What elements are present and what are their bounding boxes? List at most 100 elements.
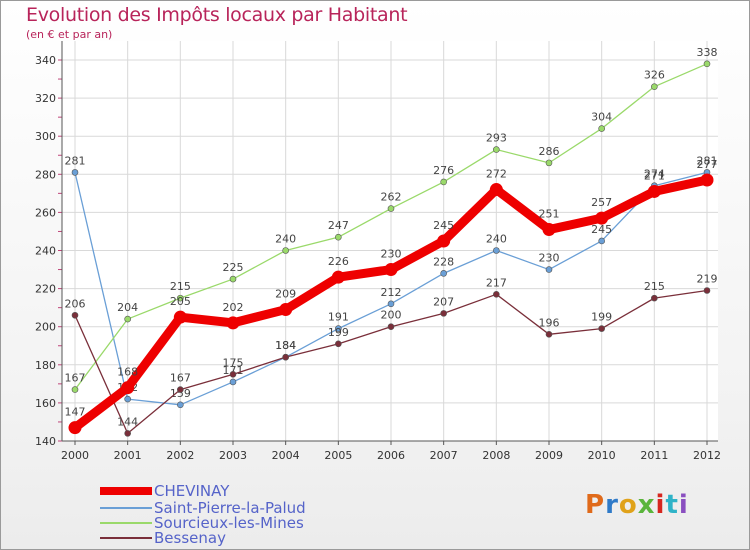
data-label-saint-pierre-la-palud: 159 <box>170 387 191 400</box>
data-point-sourcieux-les-mines <box>387 205 395 212</box>
data-point-bessenay <box>177 386 184 393</box>
x-tick-label: 2011 <box>640 449 668 462</box>
data-label-sourcieux-les-mines: 276 <box>433 164 454 177</box>
y-tick-label: 220 <box>35 283 56 296</box>
y-tick-label: 340 <box>35 54 56 67</box>
data-point-chevinay <box>121 381 135 395</box>
data-label-saint-pierre-la-palud: 184 <box>275 339 296 352</box>
data-label-sourcieux-les-mines: 304 <box>591 111 612 124</box>
data-label-chevinay: 205 <box>170 295 191 308</box>
legend-item-chevinay: CHEVINAY <box>100 483 360 499</box>
x-tick-label: 2000 <box>61 449 89 462</box>
data-point-bessenay <box>124 430 131 437</box>
data-point-sourcieux-les-mines <box>335 233 342 241</box>
data-label-chevinay: 226 <box>328 255 349 268</box>
data-point-chevinay <box>489 183 503 197</box>
data-point-sourcieux-les-mines <box>651 83 658 90</box>
data-point-sourcieux-les-mines <box>545 159 553 167</box>
data-label-saint-pierre-la-palud: 240 <box>486 233 507 246</box>
data-label-bessenay: 196 <box>539 316 560 329</box>
data-label-bessenay: 199 <box>328 326 349 339</box>
data-label-sourcieux-les-mines: 204 <box>117 301 138 314</box>
legend-item-sourcieux-les-mines: Sourcieux-les-Mines <box>100 515 360 531</box>
data-label-saint-pierre-la-palud: 274 <box>644 168 665 181</box>
data-point-saint-pierre-la-palud <box>440 270 447 277</box>
data-label-chevinay: 230 <box>381 248 402 261</box>
x-tick-label: 2003 <box>219 449 247 462</box>
data-point-chevinay <box>279 303 293 317</box>
data-point-sourcieux-les-mines <box>71 386 79 393</box>
data-label-chevinay: 245 <box>433 219 454 232</box>
y-tick-label: 200 <box>35 321 56 334</box>
data-label-sourcieux-les-mines: 338 <box>697 46 718 59</box>
data-label-chevinay: 209 <box>275 288 296 301</box>
data-point-chevinay <box>226 316 240 330</box>
logo-letter: r <box>605 490 619 520</box>
data-point-chevinay <box>542 223 556 237</box>
data-point-chevinay <box>595 211 609 225</box>
data-point-chevinay <box>68 421 82 435</box>
chart-subtitle: (en € et par an) <box>26 28 113 41</box>
data-point-bessenay <box>651 294 658 302</box>
data-point-sourcieux-les-mines <box>177 294 184 302</box>
x-tick-label: 2001 <box>114 449 142 462</box>
legend-item-bessenay: Bessenay <box>100 530 360 546</box>
data-label-bessenay: 206 <box>65 297 86 310</box>
data-label-bessenay: 144 <box>117 415 138 428</box>
x-tick-label: 2004 <box>272 449 300 462</box>
x-tick-label: 2009 <box>535 449 563 462</box>
y-tick-label: 300 <box>35 130 56 143</box>
legend-label: Sourcieux-les-Mines <box>154 514 304 532</box>
data-label-sourcieux-les-mines: 167 <box>65 372 86 385</box>
data-point-bessenay <box>229 371 237 378</box>
data-point-sourcieux-les-mines <box>598 125 605 132</box>
data-point-saint-pierre-la-palud <box>598 237 605 245</box>
logo-letter: x <box>637 490 656 520</box>
data-point-sourcieux-les-mines <box>703 60 711 68</box>
x-tick-label: 2008 <box>482 449 510 462</box>
x-tick-label: 2002 <box>166 449 194 462</box>
x-tick-label: 2007 <box>430 449 458 462</box>
data-point-bessenay <box>703 287 711 294</box>
data-label-bessenay: 175 <box>223 356 244 369</box>
legend-item-saint-pierre-la-palud: Saint-Pierre-la-Palud <box>100 500 360 516</box>
data-point-sourcieux-les-mines <box>493 146 500 153</box>
chart-title: Evolution des Impôts locaux par Habitant <box>26 4 408 26</box>
data-label-saint-pierre-la-palud: 281 <box>697 154 718 167</box>
legend-swatch-sourcieux-les-mines <box>100 522 152 524</box>
legend-label: Bessenay <box>154 529 226 547</box>
data-label-chevinay: 271 <box>644 169 665 182</box>
data-label-sourcieux-les-mines: 293 <box>486 132 507 145</box>
data-label-sourcieux-les-mines: 326 <box>644 69 665 82</box>
data-label-chevinay: 272 <box>486 168 507 181</box>
data-label-bessenay: 167 <box>170 372 191 385</box>
data-point-saint-pierre-la-palud <box>545 266 553 273</box>
data-label-chevinay: 251 <box>539 208 560 221</box>
logo-letter: i <box>678 490 689 520</box>
legend-swatch-chevinay <box>100 487 152 495</box>
data-point-sourcieux-les-mines <box>440 178 447 186</box>
data-label-saint-pierre-la-palud: 281 <box>65 154 86 167</box>
y-tick-label: 180 <box>35 359 56 372</box>
data-point-saint-pierre-la-palud <box>71 169 79 176</box>
data-point-saint-pierre-la-palud <box>124 395 131 403</box>
x-tick-label: 2012 <box>693 449 721 462</box>
data-label-saint-pierre-la-palud: 228 <box>433 255 454 268</box>
data-point-chevinay <box>173 310 187 324</box>
logo-letter: o <box>618 490 638 520</box>
data-point-chevinay <box>384 263 398 277</box>
data-point-saint-pierre-la-palud <box>229 378 237 386</box>
data-point-sourcieux-les-mines <box>229 275 237 283</box>
data-point-bessenay <box>440 310 447 317</box>
data-label-chevinay: 257 <box>591 196 612 209</box>
data-label-chevinay: 147 <box>65 406 86 419</box>
data-point-saint-pierre-la-palud <box>493 247 500 254</box>
data-point-sourcieux-les-mines <box>124 315 131 323</box>
x-tick-label: 2006 <box>377 449 405 462</box>
data-label-sourcieux-les-mines: 286 <box>539 145 560 158</box>
data-point-chevinay <box>700 173 714 187</box>
data-point-chevinay <box>647 184 661 198</box>
data-point-bessenay <box>545 331 553 338</box>
logo-letter: t <box>665 490 679 520</box>
